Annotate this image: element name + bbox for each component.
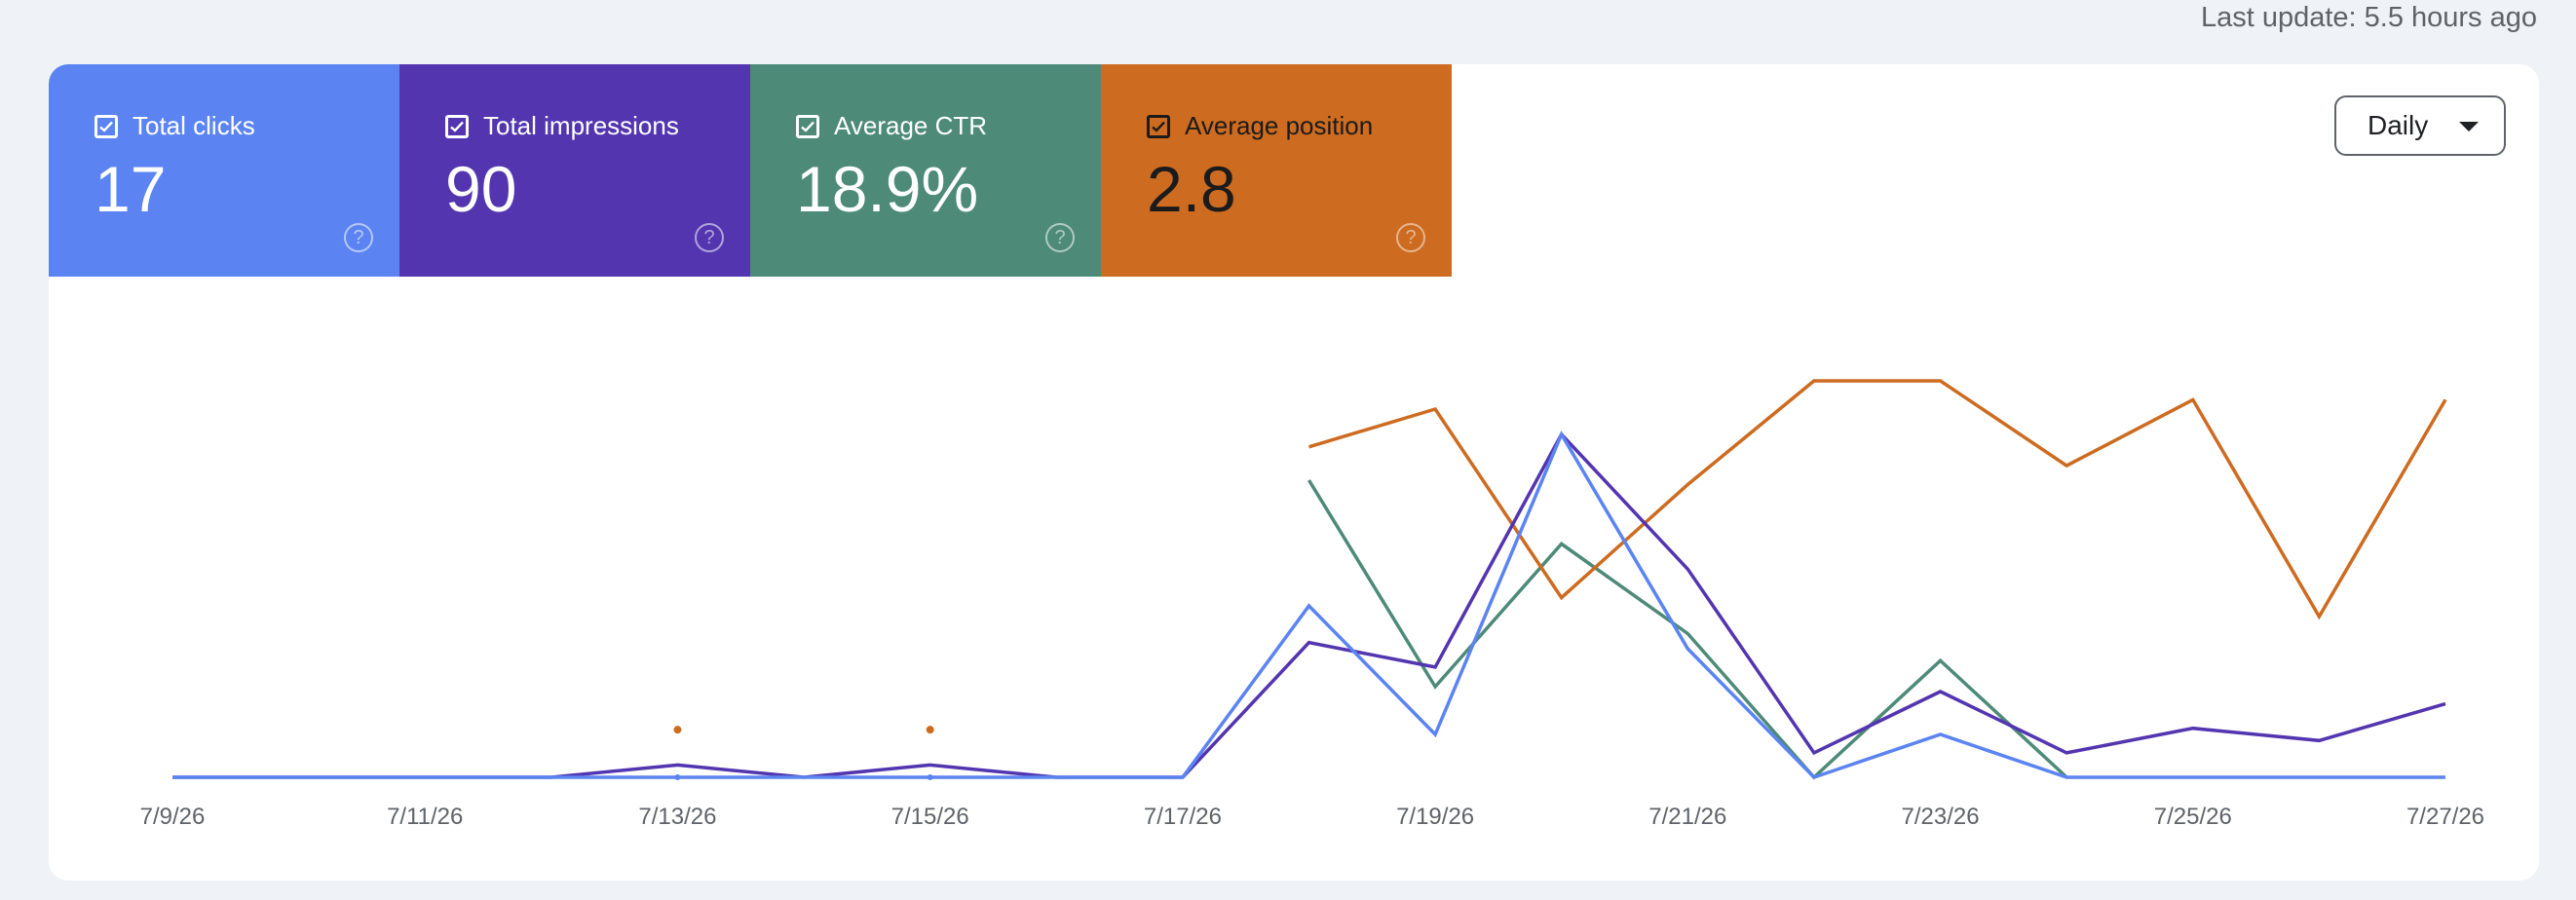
x-tick-label: 7/27/26 (2406, 804, 2484, 830)
metric-value: 90 (445, 153, 517, 225)
metric-card-total-clicks[interactable]: Total clicks 17 ? (49, 64, 399, 277)
metric-card-average-position[interactable]: Average position 2.8 ? (1101, 64, 1452, 277)
average-position-point (673, 726, 682, 734)
period-dropdown-label: Daily (2368, 110, 2429, 140)
x-tick-label: 7/21/26 (1648, 804, 1726, 830)
metric-card-total-impressions[interactable]: Total impressions 90 ? (399, 64, 750, 277)
period-dropdown[interactable]: Daily (2334, 95, 2506, 156)
metric-value: 18.9% (796, 153, 979, 225)
last-update-text: Last update: 5.5 hours ago (2200, 2, 2537, 33)
caret-down-icon (2459, 122, 2479, 131)
help-circle-icon[interactable]: ? (344, 223, 373, 252)
metric-label: Average CTR (834, 111, 988, 140)
average-position-line (1307, 379, 2447, 620)
metric-value: 2.8 (1147, 153, 1236, 225)
total-clicks-point (674, 774, 681, 780)
help-circle-icon[interactable]: ? (1045, 223, 1075, 252)
metric-label: Total impressions (483, 111, 679, 140)
checkbox-checked-icon[interactable] (445, 114, 469, 138)
x-tick-label: 7/11/26 (387, 804, 463, 830)
x-tick-label: 7/23/26 (1902, 804, 1980, 830)
x-tick-label: 7/17/26 (1144, 804, 1222, 830)
checkbox-checked-icon[interactable] (1147, 114, 1170, 138)
x-tick-label: 7/25/26 (2154, 804, 2232, 830)
metric-value: 17 (95, 153, 167, 225)
metric-card-average-ctr[interactable]: Average CTR 18.9% ? (750, 64, 1101, 277)
average-ctr-line (1307, 479, 2068, 780)
performance-card: Total clicks 17 ? Total impressions 90 ?… (49, 64, 2539, 881)
x-tick-label: 7/15/26 (891, 804, 969, 830)
help-circle-icon[interactable]: ? (695, 223, 724, 252)
metric-label: Average position (1185, 111, 1374, 140)
help-circle-icon[interactable]: ? (1396, 223, 1425, 252)
checkbox-checked-icon[interactable] (95, 114, 118, 138)
average-position-point (926, 726, 934, 734)
performance-chart: 7/9/26 7/11/26 7/13/26 7/15/26 7/17/26 7/19/2… (140, 379, 2484, 830)
checkbox-checked-icon[interactable] (796, 114, 819, 138)
total-clicks-point (927, 774, 933, 780)
x-tick-label: 7/13/26 (638, 804, 716, 830)
metric-label: Total clicks (133, 111, 255, 140)
total-clicks-line (172, 431, 2445, 780)
x-tick-label: 7/19/26 (1396, 804, 1474, 830)
x-tick-label: 7/9/26 (140, 804, 206, 830)
